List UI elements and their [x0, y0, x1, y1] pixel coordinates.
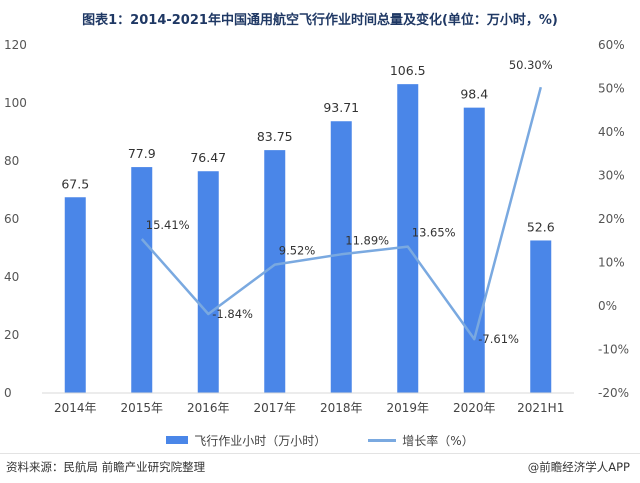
legend-bar-label: 飞行作业小时（万小时）: [194, 433, 327, 448]
left-tick-label: 60: [4, 212, 19, 226]
right-tick-label: 60%: [598, 38, 625, 52]
left-tick-label: 0: [4, 386, 12, 400]
x-axis: 2014年 2015年 2016年 2017年 2018年 2019年 2020年 2021H…: [42, 392, 574, 415]
bar-value-label: 106.5: [390, 63, 426, 78]
right-tick-label: 40%: [598, 125, 625, 139]
line-value-label: 11.89%: [345, 233, 389, 247]
legend-line-swatch: [368, 438, 397, 442]
bar: [463, 107, 485, 393]
line-value-label: -7.61%: [478, 332, 519, 346]
x-tick-label: 2018年: [320, 401, 363, 415]
right-tick-label: 20%: [598, 212, 625, 226]
bar-value-label: 67.5: [61, 176, 89, 191]
bar: [264, 150, 286, 393]
right-tick-label: 50%: [598, 82, 625, 96]
line-value-label: -1.84%: [212, 307, 253, 321]
legend-item-line: 增长率（%）: [368, 432, 474, 449]
line-value-label: 15.41%: [146, 218, 190, 232]
x-tick-label: 2017年: [253, 401, 296, 415]
x-tick-label: 2020年: [453, 401, 496, 415]
line-value-label: 9.52%: [279, 244, 316, 258]
right-tick-label: -20%: [598, 386, 629, 400]
bar: [397, 84, 419, 394]
bar: [330, 121, 352, 393]
bar-value-label: 52.6: [527, 219, 555, 234]
bar-value-label: 77.9: [128, 146, 156, 161]
right-tick-label: 30%: [598, 169, 625, 183]
left-tick-label: 80: [4, 154, 19, 168]
line-data-labels: 15.41% -1.84% 9.52% 11.89% 13.65% -7.61% 50.30…: [146, 58, 553, 346]
footer-divider: [0, 453, 640, 454]
brand-credit: @前瞻经济学人APP: [527, 460, 630, 474]
bar: [131, 167, 153, 393]
bar: [64, 197, 86, 393]
x-tick-label: 2014年: [54, 401, 97, 415]
bar-value-label: 83.75: [257, 129, 293, 144]
x-tick-label: 2021H1: [517, 401, 564, 415]
right-tick-label: 0%: [598, 299, 617, 313]
right-tick-label: -10%: [598, 343, 629, 357]
legend-bar-swatch: [166, 436, 189, 444]
left-tick-label: 40: [4, 270, 19, 284]
left-tick-label: 120: [4, 38, 27, 52]
line-value-label: 50.30%: [509, 58, 553, 72]
bar-value-label: 93.71: [323, 100, 359, 115]
line-value-label: 13.65%: [412, 226, 456, 240]
growth-line: [140, 86, 543, 341]
left-tick-label: 100: [4, 96, 27, 110]
x-tick-label: 2015年: [120, 401, 163, 415]
chart: 0 20 40 60 80 100 120 -20% -10% 0% 10% 20% 30% 40% 50…: [4, 38, 629, 415]
bar-series: [64, 84, 552, 394]
right-tick-label: 10%: [598, 256, 625, 270]
bar: [530, 240, 552, 393]
legend-item-bar: 飞行作业小时（万小时）: [166, 432, 326, 449]
left-axis: 0 20 40 60 80 100 120: [4, 38, 27, 400]
left-tick-label: 20: [4, 328, 19, 342]
bar-value-label: 76.47: [190, 150, 226, 165]
growth-line-series: [140, 86, 543, 341]
right-axis: -20% -10% 0% 10% 20% 30% 40% 50% 60%: [598, 38, 629, 400]
bar: [197, 171, 219, 393]
x-tick-label: 2019年: [386, 401, 429, 415]
bar-value-label: 98.4: [460, 87, 488, 102]
legend: 飞行作业小时（万小时） 增长率（%）: [0, 432, 640, 448]
x-tick-label: 2016年: [187, 401, 230, 415]
bar-data-labels: 67.5 77.9 76.47 83.75 93.71 106.5 98.4 52.6: [61, 63, 554, 234]
chart-title: 图表1：2014-2021年中国通用航空飞行作业时间总量及变化(单位：万小时，%…: [82, 13, 558, 28]
legend-line-label: 增长率（%）: [402, 433, 474, 448]
source-note: 资料来源：民航局 前瞻产业研究院整理: [6, 460, 206, 474]
